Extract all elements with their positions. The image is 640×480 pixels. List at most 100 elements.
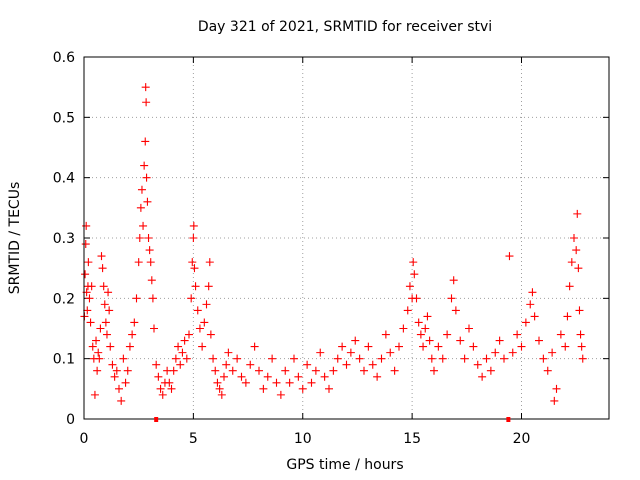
- data-point: [548, 348, 557, 357]
- data-point: [146, 258, 155, 267]
- data-point: [368, 360, 377, 369]
- data-point: [237, 372, 246, 381]
- data-point: [233, 354, 242, 363]
- y-tick-label: 0.5: [53, 110, 75, 126]
- y-axis-label: SRMTID / TECUs: [7, 182, 23, 295]
- data-point: [576, 330, 585, 339]
- data-point: [486, 366, 495, 375]
- data-point: [213, 378, 222, 387]
- data-point: [320, 372, 329, 381]
- data-point: [517, 342, 526, 351]
- data-point: [209, 354, 218, 363]
- data-point: [250, 342, 259, 351]
- data-point: [416, 330, 425, 339]
- data-point: [220, 372, 228, 381]
- data-point: [187, 294, 196, 303]
- data-point: [130, 318, 139, 327]
- data-point: [115, 384, 123, 393]
- data-point: [84, 258, 93, 267]
- y-tick-label: 0.2: [53, 291, 75, 307]
- data-point: [97, 252, 106, 261]
- data-point: [425, 336, 434, 345]
- data-point: [513, 330, 522, 339]
- data-point: [204, 282, 213, 291]
- data-point: [211, 366, 220, 375]
- chart-title: Day 321 of 2021, SRMTID for receiver stv…: [198, 19, 492, 35]
- data-point: [255, 366, 263, 375]
- data-point: [449, 276, 458, 285]
- data-point: [567, 258, 576, 267]
- data-point: [92, 336, 101, 345]
- data-point: [100, 300, 109, 309]
- data-point: [143, 197, 152, 206]
- data-point: [482, 354, 491, 363]
- data-point: [101, 318, 110, 327]
- data-point: [139, 221, 148, 230]
- data-point: [500, 354, 508, 363]
- data-point: [565, 282, 574, 291]
- data-point: [578, 354, 587, 363]
- data-point: [141, 137, 150, 146]
- data-point: [205, 258, 214, 267]
- data-point: [342, 360, 351, 369]
- data-point: [495, 336, 504, 345]
- data-point: [224, 348, 233, 357]
- data-point: [198, 342, 207, 351]
- axis-markers: [154, 417, 511, 422]
- data-point: [316, 348, 325, 357]
- data-point: [528, 288, 537, 297]
- data-point: [180, 336, 189, 345]
- data-point: [346, 348, 355, 357]
- data-point: [94, 348, 103, 357]
- tick-labels: 0 0.1 0.2 0.3 0.4 0.5 0.6 0 5 10 15 20: [53, 50, 531, 447]
- data-point: [141, 83, 150, 92]
- data-point: [403, 306, 412, 315]
- data-point: [145, 246, 154, 255]
- data-point: [338, 342, 347, 351]
- data-point: [202, 300, 211, 309]
- data-point: [298, 384, 307, 393]
- data-point: [460, 354, 469, 363]
- data-point: [276, 390, 285, 399]
- data-point: [409, 258, 418, 267]
- data-point: [526, 300, 535, 309]
- data-points: [80, 83, 587, 405]
- data-point: [456, 336, 465, 345]
- data-point: [99, 282, 108, 291]
- data-point: [195, 324, 204, 333]
- data-point: [423, 312, 432, 321]
- y-tick-label: 0.4: [53, 171, 75, 187]
- x-tick-label: 15: [403, 431, 421, 447]
- data-point: [90, 390, 99, 399]
- data-point: [140, 161, 149, 170]
- data-point: [539, 354, 548, 363]
- data-point: [395, 342, 403, 351]
- data-point: [246, 360, 255, 369]
- data-point: [419, 342, 428, 351]
- y-tick-label: 0.3: [53, 231, 75, 247]
- data-point: [281, 366, 290, 375]
- x-axis-label: GPS time / hours: [286, 457, 403, 473]
- data-point: [307, 378, 316, 387]
- data-point: [573, 209, 582, 218]
- data-point: [86, 318, 95, 327]
- data-point: [158, 390, 167, 399]
- data-point: [193, 306, 202, 315]
- data-point: [174, 342, 183, 351]
- data-point: [200, 318, 209, 327]
- data-point: [136, 203, 145, 212]
- data-point: [412, 294, 421, 303]
- data-point: [556, 330, 565, 339]
- data-point: [575, 306, 584, 315]
- data-point: [154, 372, 163, 381]
- data-point: [169, 366, 178, 375]
- data-point: [95, 354, 104, 363]
- data-point: [134, 258, 143, 267]
- data-point: [563, 312, 572, 321]
- data-point: [104, 288, 113, 297]
- data-point: [176, 360, 185, 369]
- data-point: [574, 264, 583, 273]
- plot-frame: [83, 56, 610, 420]
- data-point: [478, 372, 487, 381]
- data-point: [87, 282, 96, 291]
